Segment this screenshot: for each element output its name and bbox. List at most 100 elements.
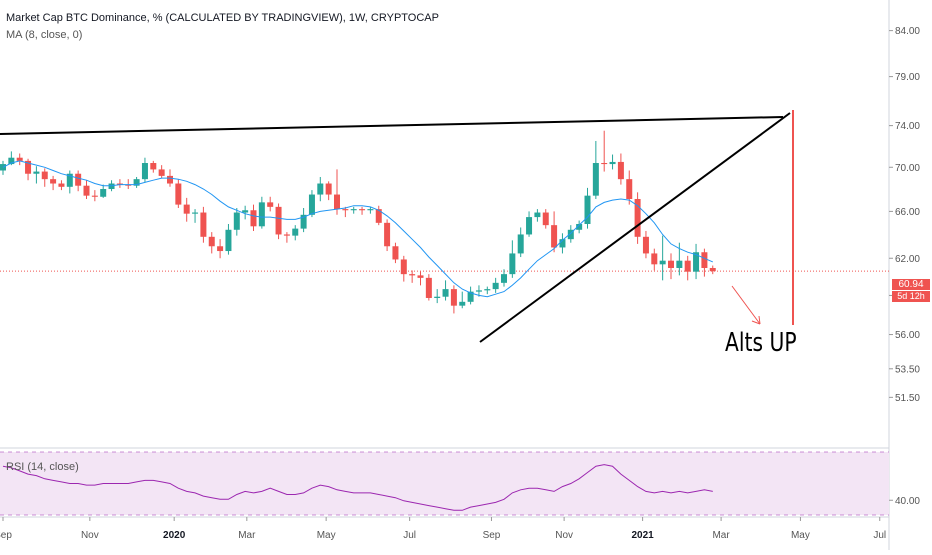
candle-body	[384, 222, 391, 247]
candle-body	[133, 179, 140, 186]
candle-body	[275, 206, 282, 235]
price-tick-label: 66.00	[895, 207, 920, 218]
price-tick-label: 56.00	[895, 330, 920, 341]
ma-line	[2, 160, 713, 298]
candle-body	[668, 260, 674, 268]
candle-body	[242, 210, 249, 213]
candle-body	[192, 212, 199, 214]
candle-body	[267, 202, 274, 207]
projection-arrow-head	[751, 315, 761, 325]
candle-body	[108, 183, 115, 190]
candle-body	[609, 161, 616, 165]
candle-body	[526, 217, 533, 235]
candle-body	[158, 169, 165, 176]
candle-body	[233, 212, 240, 230]
drawings-layer	[0, 110, 794, 343]
candle-body	[33, 171, 40, 174]
candle-body	[359, 209, 366, 211]
candle-body	[8, 157, 15, 165]
candle-body	[626, 179, 633, 199]
candle-body	[659, 260, 666, 265]
candle-body	[91, 195, 98, 197]
candle-body	[58, 183, 65, 187]
candle-body	[509, 253, 516, 275]
candle-body	[208, 236, 215, 247]
candle-body	[283, 234, 290, 236]
candle-body	[475, 290, 482, 292]
resistance-trendline	[0, 116, 784, 135]
annotation-alts-up: Alts UP	[725, 328, 797, 358]
chart-title: Market Cap BTC Dominance, % (CALCULATED …	[6, 12, 439, 24]
candle-body	[25, 160, 32, 174]
candle-body	[601, 163, 608, 165]
candle-body	[292, 228, 299, 236]
candle-body	[75, 173, 82, 186]
time-tick-label: Mar	[712, 530, 730, 541]
candle-body	[400, 259, 407, 275]
candle-body	[517, 234, 524, 254]
candle-body	[225, 229, 232, 252]
candle-body	[425, 277, 432, 298]
candle-body	[175, 183, 182, 205]
candle-body	[167, 175, 173, 184]
time-tick-label: Jul	[403, 530, 416, 541]
candle-body	[300, 214, 307, 229]
candle-body	[676, 260, 683, 268]
candle-body	[592, 163, 599, 196]
candle-body	[684, 260, 691, 272]
candle-body	[116, 183, 123, 185]
time-tick-label: 2020	[163, 530, 186, 541]
candle-body	[141, 163, 148, 180]
time-tick-label: Jul	[873, 530, 886, 541]
candle-body	[467, 291, 474, 302]
price-tick-label: 40.00	[895, 496, 920, 507]
time-tick-label: Sep	[0, 530, 12, 541]
candle-body	[342, 209, 349, 211]
candle-body	[450, 289, 457, 306]
candle-body	[534, 212, 541, 218]
candle-body	[258, 202, 265, 227]
candle-body	[551, 225, 558, 248]
candle-body	[375, 209, 382, 223]
candle-body	[66, 173, 73, 187]
time-tick-label: Sep	[483, 530, 501, 541]
candle-body	[434, 296, 441, 298]
candle-body	[567, 229, 574, 240]
candle-body	[41, 171, 48, 180]
candle-body	[576, 223, 583, 230]
ma-legend: MA (8, close, 0)	[6, 29, 83, 41]
price-tick-label: 51.50	[895, 393, 920, 404]
candle-timer-badge: 5d 12h	[892, 291, 930, 302]
candle-body	[367, 209, 374, 211]
rsi-legend: RSI (14, close)	[6, 461, 79, 473]
candle-body	[250, 210, 257, 227]
candles-layer	[0, 130, 716, 314]
candle-body	[150, 163, 157, 170]
candle-body	[50, 179, 57, 184]
candle-body	[200, 212, 207, 237]
price-tick-label: 70.00	[895, 163, 920, 174]
support-trendline	[479, 112, 791, 343]
candle-body	[308, 194, 315, 215]
candle-body	[484, 289, 491, 291]
candle-body	[100, 189, 107, 197]
candle-body	[459, 301, 466, 306]
last-price-badge: 60.94	[892, 279, 930, 290]
time-tick-label: May	[791, 530, 810, 541]
rsi-pane	[0, 451, 889, 516]
rsi-band	[0, 452, 889, 515]
axes-layer: 84.0079.0074.0070.0066.0062.0059.0056.00…	[0, 26, 920, 541]
candle-body	[350, 209, 357, 211]
grid-layer	[0, 0, 890, 550]
candle-body	[642, 236, 649, 254]
candle-body	[417, 275, 424, 278]
time-tick-label: 2021	[631, 530, 654, 541]
projection-arrow-line	[731, 285, 761, 325]
candle-body	[16, 157, 23, 161]
candle-body	[183, 204, 190, 214]
candle-body	[542, 212, 549, 226]
time-tick-label: Nov	[555, 530, 573, 541]
candle-body	[83, 185, 90, 196]
